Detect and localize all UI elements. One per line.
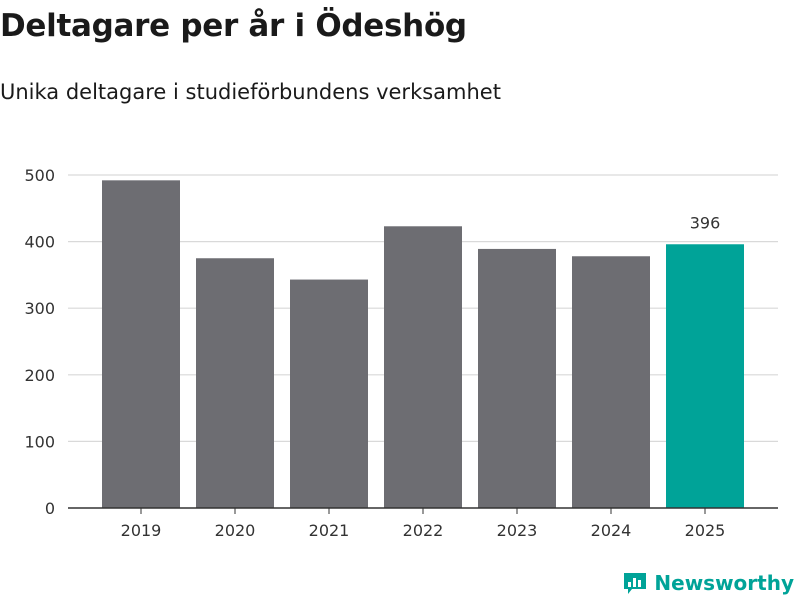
bar-2022 [384,226,462,509]
y-tick-label: 0 [45,499,55,518]
y-tick-label: 500 [24,166,55,185]
bar-2021 [290,279,368,508]
brand-logo: Newsworthy [622,568,794,598]
x-tick-label: 2024 [591,521,632,540]
x-tick-label: 2021 [309,521,350,540]
x-tick-label: 2020 [215,521,256,540]
x-tick-label: 2022 [403,521,444,540]
bar-2020 [196,258,274,508]
bar-2023 [478,248,556,508]
x-tick-label: 2023 [497,521,538,540]
newsworthy-logo-icon [624,573,647,594]
bar-2024 [572,256,650,508]
x-tick-label: 2025 [685,521,726,540]
chart-subtitle: Unika deltagare i studieförbundens verks… [0,80,501,104]
data-label: 396 [690,213,721,232]
y-tick-label: 200 [24,366,55,385]
brand-name: Newsworthy [654,571,794,595]
y-tick-label: 300 [24,299,55,318]
y-tick-label: 400 [24,233,55,252]
y-tick-label: 100 [24,432,55,451]
x-tick-label: 2019 [121,521,162,540]
bar-2019 [102,180,180,508]
chart-title: Deltagare per år i Ödeshög [0,8,467,44]
bar-2025 [666,244,744,508]
